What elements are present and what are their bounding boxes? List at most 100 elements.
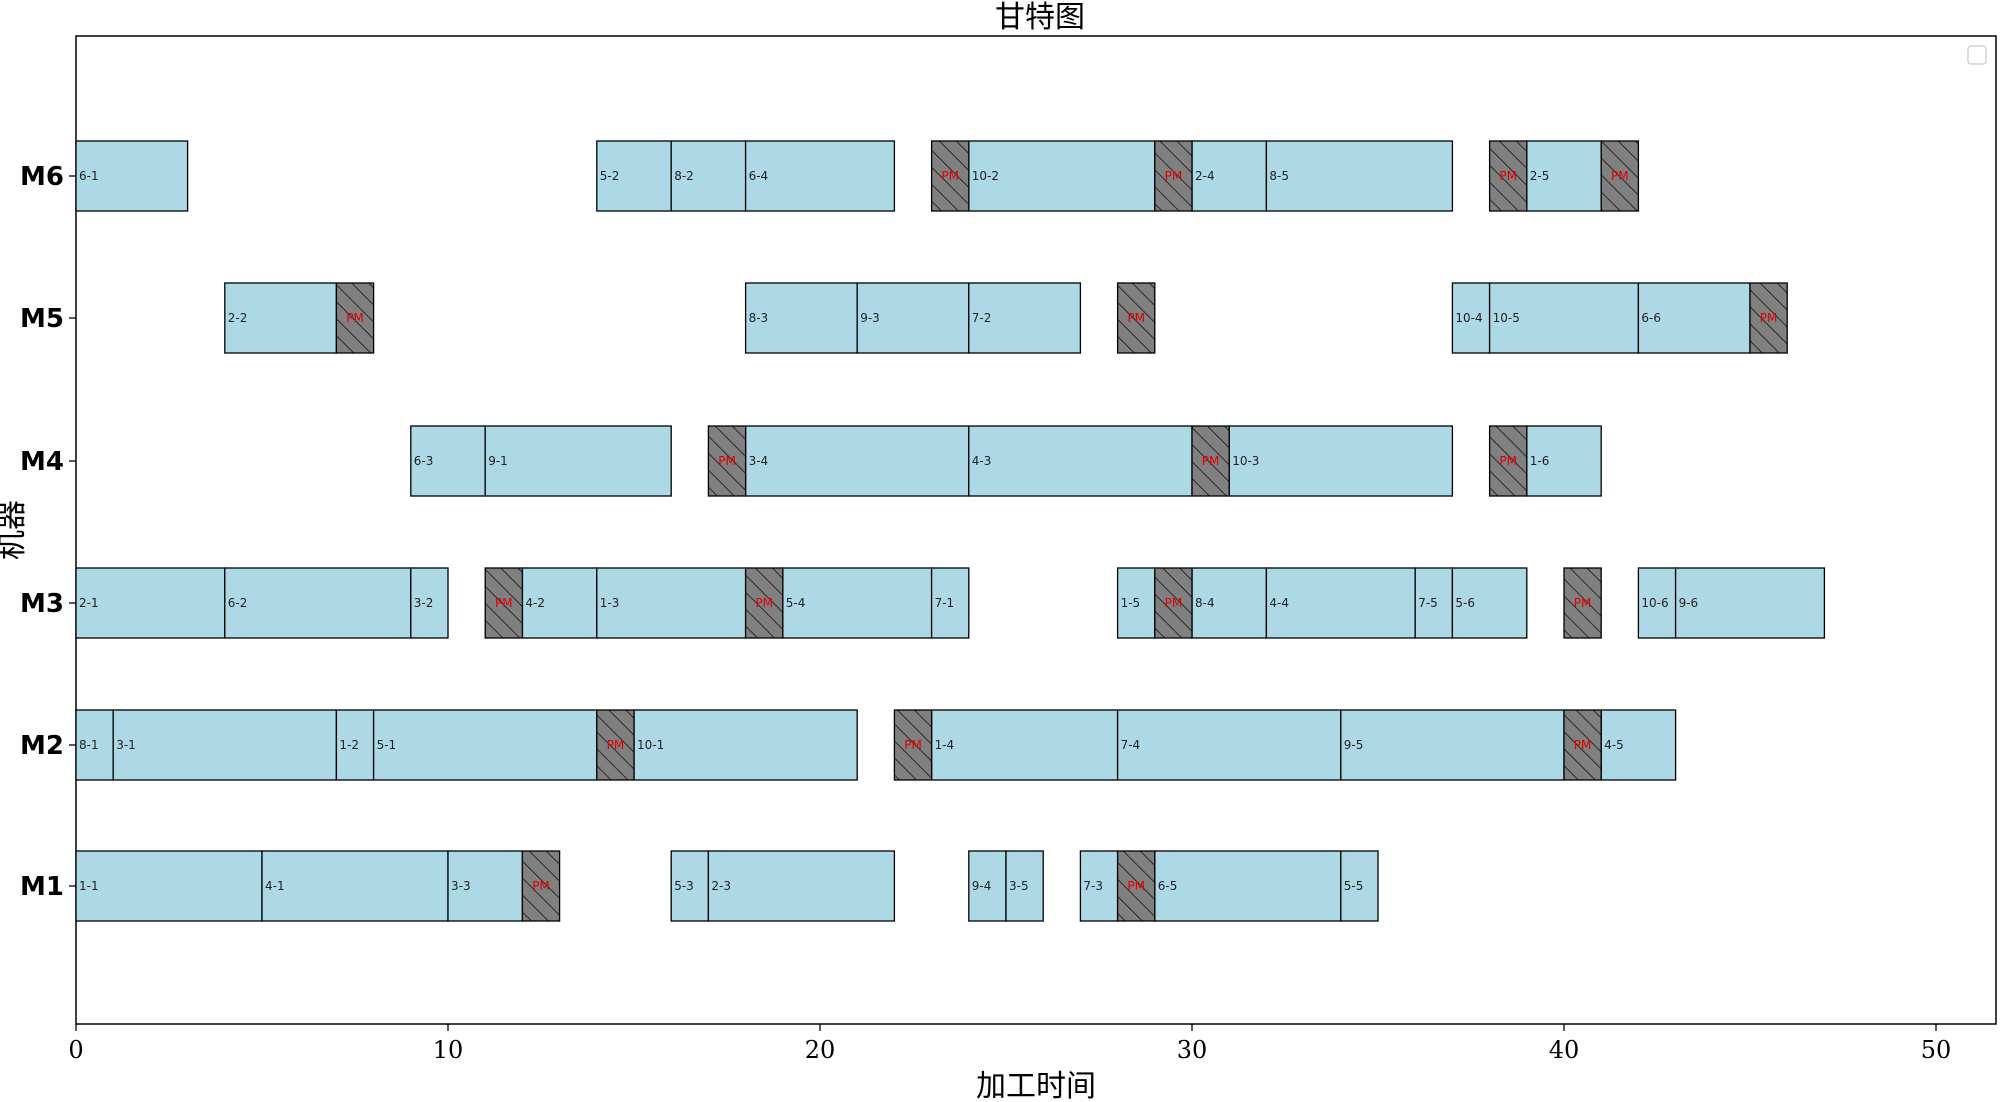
maintenance-block-M4-10 — [1191, 425, 1230, 497]
ytick-label-M4: M4 — [20, 447, 64, 477]
maintenance-label-M4-9: PM — [718, 454, 736, 468]
bar-label-M6-10-2: 10-2 — [972, 169, 999, 183]
bar-label-M3-1-5: 1-5 — [1121, 596, 1141, 610]
maintenance-block-M3-6 — [744, 567, 784, 639]
bar-label-M1-3-5: 3-5 — [1009, 879, 1029, 893]
bar-M5-10-5 — [1488, 282, 1640, 354]
bar-label-M1-6-5: 6-5 — [1158, 879, 1178, 893]
bar-label-M3-5-6: 5-6 — [1455, 596, 1475, 610]
bar-M3-4-4 — [1265, 567, 1416, 639]
bar-label-M4-4-3: 4-3 — [972, 454, 992, 468]
maintenance-label-M6-16: PM — [1165, 169, 1183, 183]
maintenance-label-M6-15: PM — [941, 169, 959, 183]
ytick-label-M2: M2 — [20, 731, 64, 761]
bar-M1-5-5 — [1340, 850, 1379, 922]
bar-label-M2-7-4: 7-4 — [1121, 738, 1141, 752]
maintenance-label-M1-0: PM — [532, 879, 550, 893]
bar-label-M3-5-4: 5-4 — [786, 596, 806, 610]
maintenance-block-M6-18 — [1600, 140, 1640, 212]
bar-M6-6-4 — [744, 140, 896, 212]
chart-title: 甘特图 — [995, 0, 1085, 35]
bar-label-M5-7-2: 7-2 — [972, 311, 992, 325]
bar-M2-9-5 — [1340, 709, 1565, 781]
bar-label-M4-6-3: 6-3 — [414, 454, 434, 468]
bar-M1-2-3 — [707, 850, 896, 922]
maintenance-block-M1-1 — [1116, 850, 1156, 922]
maintenance-label-M3-6: PM — [755, 596, 773, 610]
bar-label-M1-1-1: 1-1 — [79, 879, 99, 893]
maintenance-label-M5-14: PM — [1760, 311, 1778, 325]
maintenance-block-M2-3 — [893, 709, 933, 781]
maintenance-label-M5-13: PM — [1127, 311, 1145, 325]
maintenance-label-M1-1: PM — [1127, 879, 1145, 893]
maintenance-block-M2-4 — [1563, 709, 1602, 781]
maintenance-label-M4-10: PM — [1202, 454, 1220, 468]
bar-label-M3-6-2: 6-2 — [228, 596, 248, 610]
bar-M5-6-6 — [1637, 282, 1751, 354]
bar-M2-1-2 — [335, 709, 375, 781]
xtick-label-40: 40 — [1549, 1036, 1580, 1064]
xtick-label-10: 10 — [433, 1036, 464, 1064]
bar-label-M6-2-4: 2-4 — [1195, 169, 1215, 183]
bar-label-M3-9-6: 9-6 — [1679, 596, 1699, 610]
bar-label-M2-9-5: 9-5 — [1344, 738, 1364, 752]
ytick-label-M3: M3 — [20, 589, 64, 619]
bar-M1-3-3 — [447, 850, 524, 922]
maintenance-block-M5-12 — [335, 282, 375, 354]
bar-M5-2-2 — [224, 282, 338, 354]
ytick-label-M5: M5 — [20, 304, 64, 334]
bar-M4-9-1 — [484, 425, 672, 497]
maintenance-label-M2-3: PM — [904, 738, 922, 752]
maintenance-block-M6-15 — [930, 140, 970, 212]
bar-label-M2-10-1: 10-1 — [637, 738, 664, 752]
maintenance-block-M3-8 — [1563, 567, 1602, 639]
bar-M3-4-2 — [521, 567, 598, 639]
bar-label-M2-8-1: 8-1 — [79, 738, 99, 752]
bar-label-M5-10-4: 10-4 — [1455, 311, 1482, 325]
bar-M3-5-4 — [782, 567, 933, 639]
bar-M1-7-3 — [1079, 850, 1119, 922]
bar-M2-4-5 — [1600, 709, 1677, 781]
bar-label-M1-9-4: 9-4 — [972, 879, 992, 893]
bar-label-M3-7-5: 7-5 — [1418, 596, 1438, 610]
bar-M4-6-3 — [410, 425, 486, 497]
bar-label-M3-4-4: 4-4 — [1269, 596, 1289, 610]
xtick-label-20: 20 — [805, 1036, 836, 1064]
bar-label-M2-3-1: 3-1 — [116, 738, 136, 752]
bar-label-M1-2-3: 2-3 — [711, 879, 731, 893]
maintenance-label-M2-4: PM — [1574, 738, 1592, 752]
bar-label-M4-9-1: 9-1 — [488, 454, 508, 468]
bar-label-M3-4-2: 4-2 — [525, 596, 545, 610]
bar-M6-8-2 — [670, 140, 747, 212]
xtick-label-0: 0 — [68, 1036, 83, 1064]
bar-M1-4-1 — [261, 850, 449, 922]
maintenance-label-M2-2: PM — [607, 738, 625, 752]
bar-label-M3-1-3: 1-3 — [600, 596, 620, 610]
bar-label-M4-1-6: 1-6 — [1530, 454, 1550, 468]
maintenance-block-M3-5 — [484, 567, 524, 639]
bar-label-M3-7-1: 7-1 — [935, 596, 955, 610]
maintenance-label-M6-17: PM — [1499, 169, 1517, 183]
bar-M2-1-4 — [930, 709, 1119, 781]
bar-label-M1-4-1: 4-1 — [265, 879, 285, 893]
bar-M3-7-1 — [930, 567, 970, 639]
xtick-label-30: 30 — [1177, 1036, 1208, 1064]
maintenance-block-M1-0 — [521, 850, 561, 922]
maintenance-block-M6-17 — [1488, 140, 1528, 212]
maintenance-block-M6-16 — [1154, 140, 1193, 212]
maintenance-block-M2-2 — [596, 709, 635, 781]
bar-label-M2-1-4: 1-4 — [935, 738, 955, 752]
bar-label-M6-6-1: 6-1 — [79, 169, 99, 183]
maintenance-block-M4-9 — [707, 425, 747, 497]
x-axis-label: 加工时间 — [976, 1069, 1096, 1102]
bar-label-M5-10-5: 10-5 — [1493, 311, 1520, 325]
bar-label-M6-6-4: 6-4 — [749, 169, 769, 183]
maintenance-block-M4-11 — [1488, 425, 1528, 497]
maintenance-label-M3-7: PM — [1165, 596, 1183, 610]
bar-M2-8-1 — [75, 709, 114, 781]
bar-M1-6-5 — [1154, 850, 1342, 922]
bar-label-M5-2-2: 2-2 — [228, 311, 248, 325]
bar-M1-5-3 — [670, 850, 710, 922]
bar-M3-8-4 — [1191, 567, 1268, 639]
